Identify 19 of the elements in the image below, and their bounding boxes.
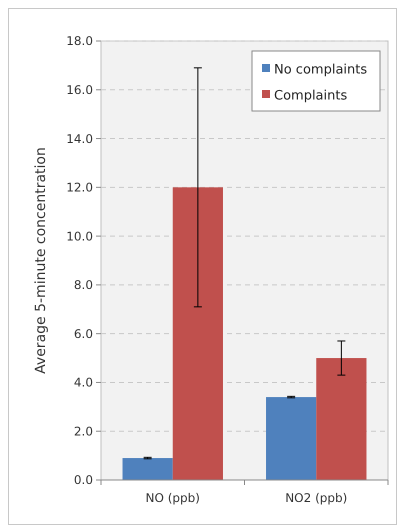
y-tick-label: 6.0 xyxy=(74,326,93,341)
y-tick-label: 14.0 xyxy=(66,132,93,146)
x-tick-label: NO2 (ppb) xyxy=(285,491,348,505)
y-tick-label: 4.0 xyxy=(74,376,93,390)
y-tick-label: 12.0 xyxy=(66,180,93,195)
y-tick-label: 16.0 xyxy=(66,82,93,97)
y-tick-label: 18.0 xyxy=(66,34,93,48)
legend-label: Complaints xyxy=(274,88,348,104)
x-tick-label: NO (ppb) xyxy=(146,491,200,505)
bar xyxy=(266,397,316,480)
legend-label: No complaints xyxy=(274,62,368,78)
bar xyxy=(122,458,173,480)
bar xyxy=(316,358,366,480)
bar xyxy=(172,187,223,480)
y-axis-title: Average 5-minute concentration xyxy=(33,147,49,374)
y-tick-label: 0.0 xyxy=(74,473,93,488)
y-tick-label: 2.0 xyxy=(74,424,93,438)
y-tick-label: 10.0 xyxy=(66,229,93,244)
y-tick-label: 8.0 xyxy=(74,278,93,292)
